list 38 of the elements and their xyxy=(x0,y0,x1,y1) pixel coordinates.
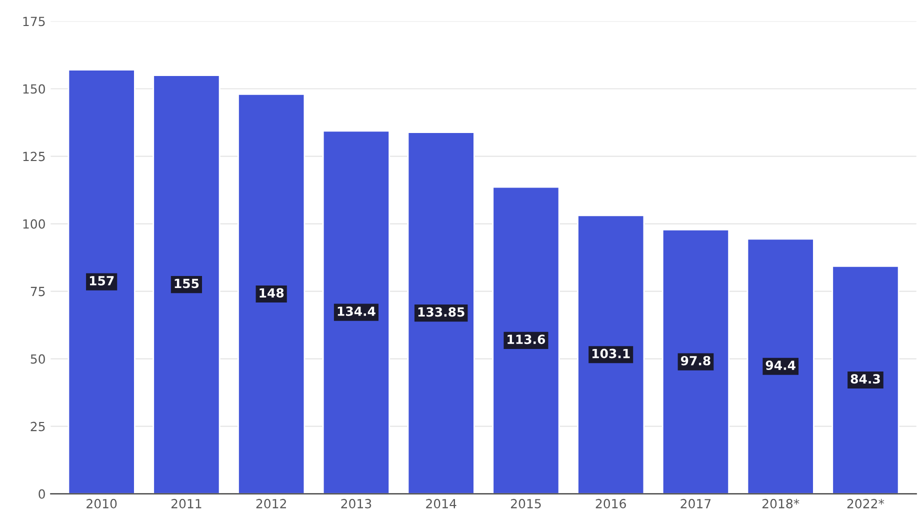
data-label: 148 xyxy=(260,288,284,298)
data-label: 103.1 xyxy=(592,348,630,358)
y-tick-label: 125 xyxy=(23,152,45,162)
x-tick-label: 2015 xyxy=(510,498,541,508)
y-tick-label: 175 xyxy=(23,16,45,26)
x-tick-label: 2011 xyxy=(171,498,202,508)
x-tick-label: 2012 xyxy=(256,498,286,508)
y-tick-label: 150 xyxy=(23,84,45,94)
data-label: 84.3 xyxy=(850,374,880,384)
data-label: 134.4 xyxy=(338,306,376,316)
bar xyxy=(832,265,900,494)
x-tick-label: 2010 xyxy=(86,498,117,508)
data-label: 133.85 xyxy=(418,307,464,317)
data-label: 97.8 xyxy=(680,356,710,366)
bar xyxy=(407,132,475,494)
x-tick-label: 2016 xyxy=(596,498,626,508)
bar xyxy=(68,69,136,494)
x-tick-label: 2014 xyxy=(426,498,456,508)
bar xyxy=(577,214,645,494)
bar xyxy=(662,229,730,494)
y-tick-label: 25 xyxy=(30,422,45,432)
y-tick-label: 100 xyxy=(23,219,45,229)
y-tick-label: 50 xyxy=(30,354,45,364)
bar xyxy=(746,238,814,494)
y-tick-label: 75 xyxy=(30,286,45,296)
x-tick-label: 2017 xyxy=(680,498,711,508)
data-label: 94.4 xyxy=(766,360,796,370)
y-tick-label: 0 xyxy=(38,489,45,499)
data-label: 157 xyxy=(90,276,114,286)
data-label: 113.6 xyxy=(508,334,546,344)
bar xyxy=(322,130,390,494)
x-tick-label: 2018* xyxy=(762,498,800,508)
x-tick-label: 2022* xyxy=(847,498,884,508)
x-tick-label: 2013 xyxy=(341,498,372,508)
data-label: 155 xyxy=(174,278,199,288)
bar xyxy=(492,186,560,494)
bar xyxy=(152,74,220,494)
bar xyxy=(238,93,306,494)
